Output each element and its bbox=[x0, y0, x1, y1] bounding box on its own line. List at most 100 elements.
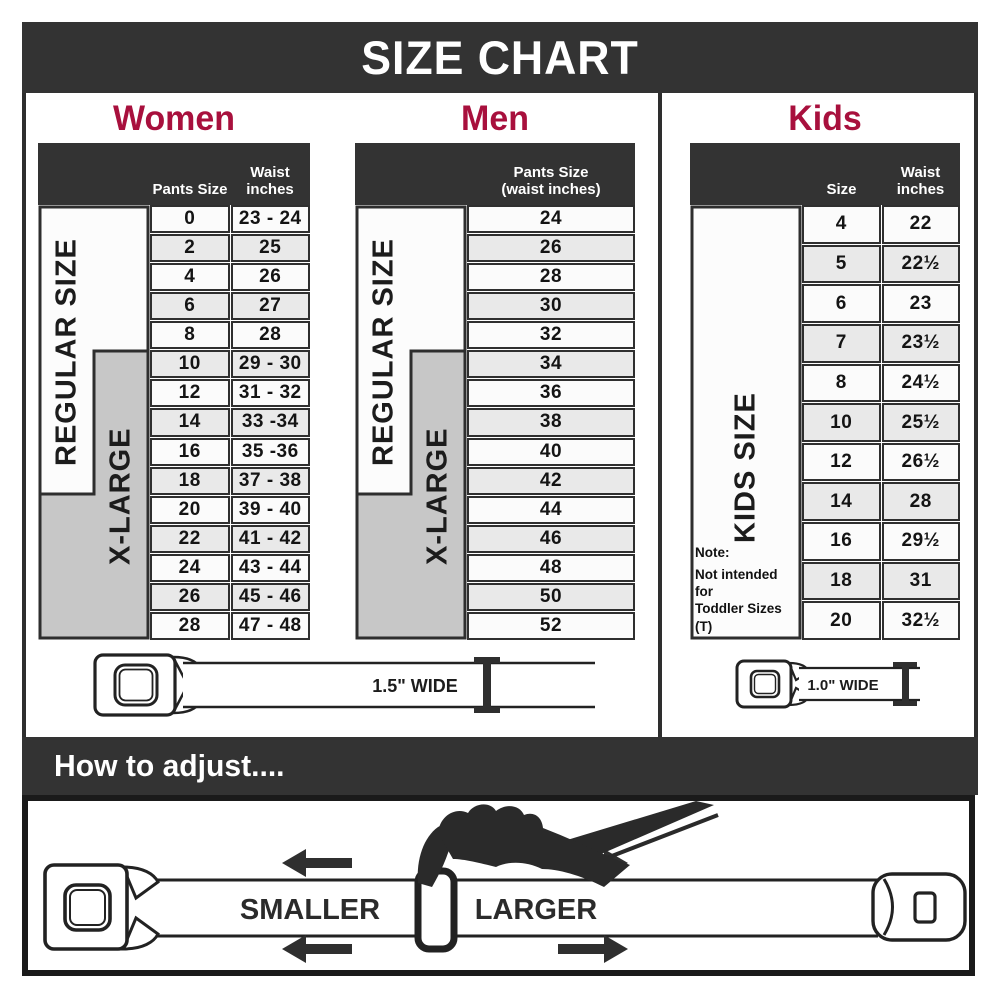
table-row: 22 41 - 42 bbox=[150, 524, 310, 553]
table-cell: 23 bbox=[881, 284, 960, 323]
belt-strap bbox=[128, 878, 878, 938]
strap-fill bbox=[799, 668, 920, 700]
table-row: 16 35 -36 bbox=[150, 437, 310, 466]
seatbelt-buckle-icon bbox=[735, 659, 811, 709]
seatbelt-buckle-icon bbox=[43, 863, 160, 951]
table-row: 16 29½ bbox=[802, 522, 960, 561]
men-xlarge-label: X-LARGE bbox=[421, 427, 454, 565]
men-table-rows: 24 26 28 30 32 34 36 38 40 42 44 46 48 50 52 bbox=[467, 205, 635, 640]
table-cell: 16 bbox=[802, 522, 881, 561]
arrow-left-icon bbox=[282, 849, 352, 877]
adjust-illustration-box: SMALLER LARGER bbox=[22, 795, 975, 976]
table-cell: 20 bbox=[150, 495, 230, 524]
table-row: 28 bbox=[467, 263, 635, 292]
table-row: 24 43 - 44 bbox=[150, 553, 310, 582]
men-pants-size-header: Pants Size (waist inches) bbox=[467, 164, 635, 206]
xlarge-size-region bbox=[355, 349, 467, 640]
table-cell: 29½ bbox=[881, 522, 960, 561]
buckle-clasp-top bbox=[120, 865, 160, 901]
ibeam-bar bbox=[902, 664, 909, 704]
table-row: 8 28 bbox=[150, 321, 310, 350]
table-cell: 12 bbox=[802, 442, 881, 482]
note-line: Note: bbox=[695, 544, 730, 560]
adjust-heading: How to adjust.... bbox=[54, 748, 285, 783]
larger-label: LARGER bbox=[475, 894, 598, 926]
table-cell: 23 - 24 bbox=[230, 205, 310, 234]
table-cell: 32 bbox=[467, 321, 635, 350]
table-cell: 30 bbox=[467, 292, 635, 321]
table-cell: 7 bbox=[802, 323, 881, 363]
table-cell: 28 bbox=[467, 263, 635, 292]
men-table-header: Pants Size (waist inches) bbox=[355, 143, 635, 205]
table-row: 26 45 - 46 bbox=[150, 582, 310, 611]
table-row: 34 bbox=[467, 350, 635, 379]
table-cell: 20 bbox=[802, 601, 881, 641]
kids-size-region bbox=[690, 205, 802, 640]
kids-size-band: KIDS SIZE Note: Not intended for Toddler… bbox=[690, 205, 802, 640]
table-row: 18 37 - 38 bbox=[150, 466, 310, 495]
kids-heading: Kids bbox=[788, 99, 862, 138]
table-cell: 44 bbox=[467, 495, 635, 524]
table-row: 44 bbox=[467, 495, 635, 524]
table-row: 42 bbox=[467, 466, 635, 495]
table-cell: 23½ bbox=[881, 323, 960, 363]
table-cell: 28 bbox=[150, 611, 230, 640]
table-row: 6 27 bbox=[150, 292, 310, 321]
belt-illustration-kids: 1.0" WIDE bbox=[735, 659, 920, 709]
table-cell: 22 bbox=[150, 524, 230, 553]
header-label: Pants Size bbox=[513, 163, 589, 181]
table-cell: 27 bbox=[230, 292, 310, 321]
belt-width-label: 1.5" WIDE bbox=[372, 676, 458, 696]
table-row: 30 bbox=[467, 292, 635, 321]
table-cell: 24 bbox=[150, 553, 230, 582]
women-table-rows: 0 23 - 24 2 25 4 26 6 27 8 28 10 29 - 30 12 31 - 32 14… bbox=[150, 205, 310, 640]
table-cell: 12 bbox=[150, 379, 230, 408]
belt-tip-icon bbox=[871, 872, 967, 942]
hand-icon bbox=[417, 804, 630, 887]
table-cell: 28 bbox=[881, 482, 960, 522]
title-bar: SIZE CHART bbox=[22, 22, 978, 93]
table-cell: 5 bbox=[802, 244, 881, 284]
table-cell: 26½ bbox=[881, 442, 960, 482]
header-label: Waist bbox=[250, 163, 290, 181]
table-cell: 26 bbox=[230, 263, 310, 292]
table-cell: 47 - 48 bbox=[230, 611, 310, 640]
table-row: 38 bbox=[467, 408, 635, 437]
kids-note: Note: Not intended for Toddler Sizes (T) bbox=[695, 544, 797, 635]
table-cell: 28 bbox=[230, 321, 310, 350]
frame-border-right bbox=[974, 93, 978, 737]
table-row: 5 22½ bbox=[802, 244, 960, 284]
buckle-slot-inner bbox=[753, 673, 777, 695]
table-cell: 10 bbox=[802, 403, 881, 442]
size-band-shape bbox=[355, 205, 467, 640]
men-size-table: Pants Size (waist inches) REGULAR SIZE X… bbox=[355, 143, 635, 640]
table-cell: 33 -34 bbox=[230, 408, 310, 437]
table-row: 28 47 - 48 bbox=[150, 611, 310, 640]
table-cell: 48 bbox=[467, 553, 635, 582]
table-cell: 18 bbox=[150, 466, 230, 495]
table-cell: 8 bbox=[150, 321, 230, 350]
table-cell: 8 bbox=[802, 363, 881, 403]
table-cell: 46 bbox=[467, 524, 635, 553]
smaller-label: SMALLER bbox=[240, 894, 380, 926]
men-heading: Men bbox=[461, 99, 529, 138]
kids-table-header: Size Waist inches bbox=[690, 143, 960, 205]
frame-border-left bbox=[22, 93, 26, 737]
table-row: 10 25½ bbox=[802, 403, 960, 442]
table-row: 40 bbox=[467, 437, 635, 466]
size-band-shape bbox=[690, 205, 802, 640]
table-row: 7 23½ bbox=[802, 323, 960, 363]
tip-notch bbox=[882, 878, 894, 936]
header-label: Waist bbox=[900, 163, 941, 181]
table-row: 4 22 bbox=[802, 205, 960, 244]
table-row: 48 bbox=[467, 553, 635, 582]
table-cell: 24½ bbox=[881, 363, 960, 403]
table-row: 46 bbox=[467, 524, 635, 553]
women-heading: Women bbox=[113, 99, 235, 138]
belt-strap bbox=[183, 661, 595, 709]
table-row: 20 39 - 40 bbox=[150, 495, 310, 524]
table-cell: 43 - 44 bbox=[230, 553, 310, 582]
table-cell: 45 - 46 bbox=[230, 582, 310, 611]
table-cell: 18 bbox=[802, 561, 881, 601]
